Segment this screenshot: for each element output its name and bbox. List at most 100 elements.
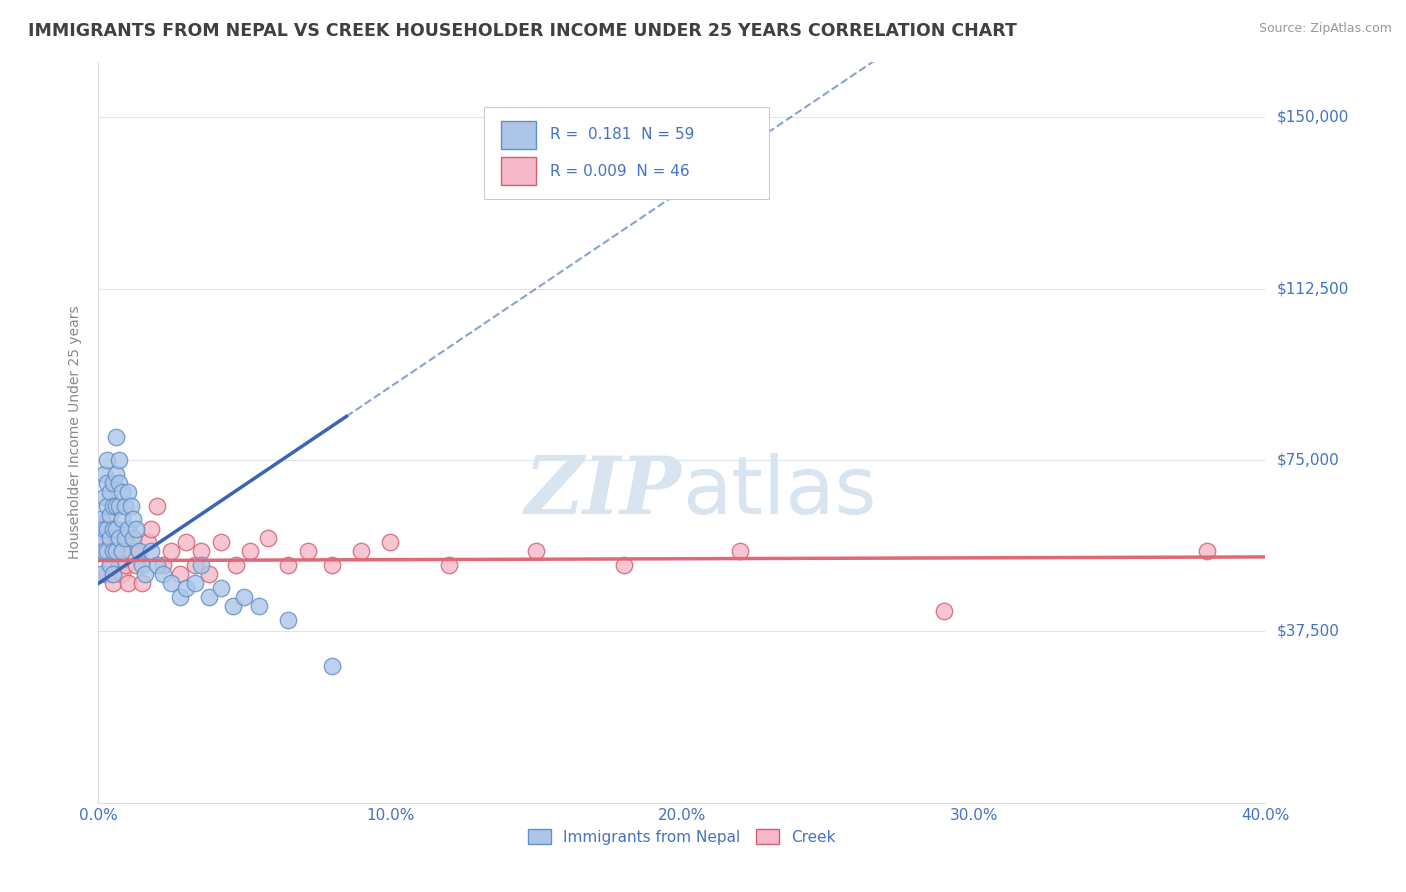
Text: R =  0.181  N = 59: R = 0.181 N = 59: [550, 128, 695, 143]
Point: [139, 544, 162, 558]
Point: [131, 576, 153, 591]
Point: [90, 544, 112, 558]
Point: [93, 490, 115, 504]
Point: [117, 576, 139, 591]
Point: [190, 544, 212, 558]
Point: [98, 558, 121, 573]
Point: [730, 544, 752, 558]
Point: [183, 558, 205, 573]
Point: [128, 544, 150, 558]
Point: [277, 558, 299, 573]
Point: [233, 590, 256, 604]
Point: [146, 558, 169, 573]
Point: [96, 453, 118, 467]
Point: [612, 558, 634, 573]
Point: [93, 544, 115, 558]
Point: [139, 522, 162, 536]
Point: [321, 558, 343, 573]
Point: [225, 558, 247, 573]
Y-axis label: Householder Income Under 25 years: Householder Income Under 25 years: [69, 306, 83, 559]
Point: [111, 512, 134, 526]
Point: [152, 558, 174, 573]
Point: [247, 599, 270, 614]
Point: [101, 567, 124, 582]
Point: [90, 531, 112, 545]
Point: [120, 544, 142, 558]
Point: [90, 512, 112, 526]
Point: [169, 590, 191, 604]
Point: [117, 485, 139, 500]
Point: [120, 499, 142, 513]
Point: [321, 658, 343, 673]
Point: [104, 522, 127, 536]
Point: [108, 499, 131, 513]
Text: ZIP: ZIP: [524, 453, 682, 531]
Point: [380, 535, 402, 549]
Point: [98, 531, 121, 545]
Point: [134, 567, 156, 582]
Point: [437, 558, 460, 573]
Point: [160, 544, 183, 558]
Point: [111, 544, 134, 558]
Point: [114, 531, 136, 545]
Text: Source: ZipAtlas.com: Source: ZipAtlas.com: [1258, 22, 1392, 36]
Point: [108, 475, 131, 490]
Point: [209, 581, 232, 595]
Point: [122, 531, 145, 545]
Point: [111, 567, 134, 582]
Point: [277, 613, 299, 627]
Point: [101, 544, 124, 558]
Point: [125, 558, 148, 573]
Point: [256, 531, 278, 545]
FancyBboxPatch shape: [484, 107, 769, 200]
Point: [111, 485, 134, 500]
Point: [96, 512, 118, 526]
Point: [114, 558, 136, 573]
Point: [98, 508, 121, 522]
FancyBboxPatch shape: [501, 157, 536, 186]
Point: [96, 499, 118, 513]
Text: $150,000: $150,000: [1277, 110, 1348, 125]
Point: [169, 567, 191, 582]
Point: [108, 453, 131, 467]
Point: [101, 499, 124, 513]
Point: [198, 567, 221, 582]
Point: [221, 599, 243, 614]
Text: $75,000: $75,000: [1277, 452, 1340, 467]
Point: [198, 590, 221, 604]
Point: [108, 531, 131, 545]
Point: [152, 567, 174, 582]
Point: [108, 558, 131, 573]
Point: [239, 544, 262, 558]
Point: [934, 604, 956, 618]
Point: [131, 558, 153, 573]
Point: [122, 512, 145, 526]
Point: [98, 485, 121, 500]
Point: [96, 567, 118, 582]
Point: [90, 567, 112, 582]
Point: [136, 535, 159, 549]
Point: [93, 531, 115, 545]
Point: [174, 581, 197, 595]
Text: R = 0.009  N = 46: R = 0.009 N = 46: [550, 164, 690, 178]
Point: [104, 467, 127, 481]
Point: [108, 535, 131, 549]
Point: [114, 499, 136, 513]
Point: [111, 544, 134, 558]
Point: [104, 499, 127, 513]
Point: [209, 535, 232, 549]
Point: [104, 531, 127, 545]
Point: [297, 544, 319, 558]
Point: [93, 522, 115, 536]
Text: $112,500: $112,500: [1277, 281, 1348, 296]
Point: [183, 576, 205, 591]
Point: [128, 544, 150, 558]
Point: [146, 499, 169, 513]
Point: [104, 544, 127, 558]
Point: [96, 544, 118, 558]
Point: [93, 467, 115, 481]
Point: [101, 576, 124, 591]
Point: [160, 576, 183, 591]
Legend: Immigrants from Nepal, Creek: Immigrants from Nepal, Creek: [522, 822, 842, 851]
FancyBboxPatch shape: [501, 121, 536, 149]
